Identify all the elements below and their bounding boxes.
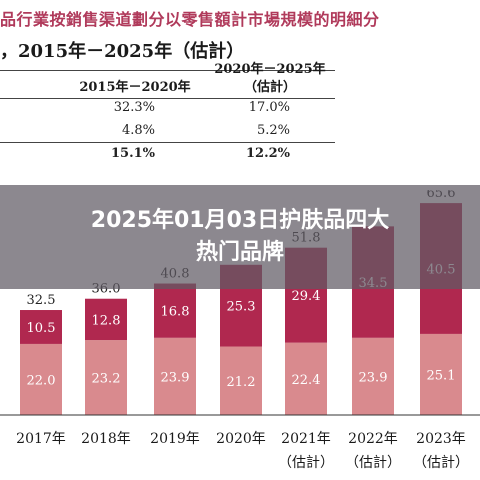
- bar-label-0-3: 21.2: [227, 375, 256, 390]
- x-tick-label-2: 2019年: [150, 431, 200, 447]
- bar-segment-1-2: [154, 283, 196, 338]
- banner-text: 2025年01月03日护肤品四大 热门品牌: [20, 205, 460, 269]
- x-tick-label-1: 2018年: [81, 431, 131, 447]
- bar-segment-0-3: [220, 346, 262, 415]
- chart-title: 品行業按銷售渠道劃分以零售額計市場規模的明細分: [0, 10, 380, 29]
- growth-table: 2015年－2020年 2020年－2025年 （估計） 32.3% 17.0%…: [0, 58, 480, 168]
- x-tick-label-0: 2017年: [16, 431, 66, 447]
- x-tick-sublabel-4: （估計）: [278, 455, 334, 471]
- table-row3-col2: 12.2%: [245, 146, 290, 161]
- bar-label-1-3: 25.3: [227, 300, 256, 315]
- table-row3-col1: 15.1%: [110, 146, 155, 161]
- table-row1-col2: 17.0%: [248, 100, 290, 115]
- x-tick-sublabel-6: （估計）: [413, 455, 469, 471]
- bar-label-1-2: 16.8: [161, 305, 190, 320]
- bar-label-1-4: 29.4: [292, 289, 321, 304]
- table-top-rule: [0, 70, 335, 71]
- bar-label-1-0: 10.5: [27, 321, 56, 336]
- bar-segment-1-1: [85, 298, 127, 341]
- table-row2-col1: 4.8%: [121, 123, 155, 138]
- table-header-col2-line1: 2020年－2025年: [214, 62, 326, 77]
- bar-segment-0-1: [85, 340, 127, 415]
- bar-label-1-1: 12.8: [92, 313, 121, 328]
- x-tick-sublabel-5: （估計）: [345, 455, 401, 471]
- x-tick-label-5: 2022年: [348, 431, 398, 447]
- x-tick-label-6: 2023年: [416, 431, 466, 447]
- bar-segment-0-5: [352, 337, 394, 415]
- x-tick-label-4: 2021年: [281, 431, 331, 447]
- table-header-col2-line2: （估計）: [243, 80, 296, 95]
- banner-line2: 热门品牌: [195, 240, 284, 265]
- bar-segment-0-0: [20, 343, 62, 415]
- bar-label-0-6: 25.1: [427, 368, 456, 383]
- bar-label-0-4: 22.4: [292, 373, 321, 388]
- bar-segment-1-0: [20, 310, 62, 344]
- table-row2-col2: 5.2%: [256, 123, 290, 138]
- table-header-rule: [0, 98, 335, 99]
- banner-line1: 2025年01月03日护肤品四大: [90, 208, 390, 233]
- bar-segment-0-6: [420, 333, 462, 415]
- bar-segment-0-4: [285, 342, 327, 415]
- table-total-rule: [0, 142, 335, 143]
- bar-label-0-0: 22.0: [27, 373, 56, 388]
- table-header-col1: 2015年－2020年: [79, 80, 191, 95]
- table-row1-col1: 32.3%: [113, 100, 155, 115]
- chart-subtitle: ，2015年－2025年（估計）: [0, 41, 245, 62]
- bar-label-0-5: 23.9: [359, 370, 388, 385]
- bar-total-0: 32.5: [27, 293, 56, 308]
- bar-label-0-2: 23.9: [161, 370, 190, 385]
- bar-label-0-1: 23.2: [92, 372, 121, 387]
- bar-segment-0-2: [154, 337, 196, 415]
- overlay-banner: 2025年01月03日护肤品四大 热门品牌: [0, 185, 480, 289]
- x-tick-label-3: 2020年: [216, 431, 266, 447]
